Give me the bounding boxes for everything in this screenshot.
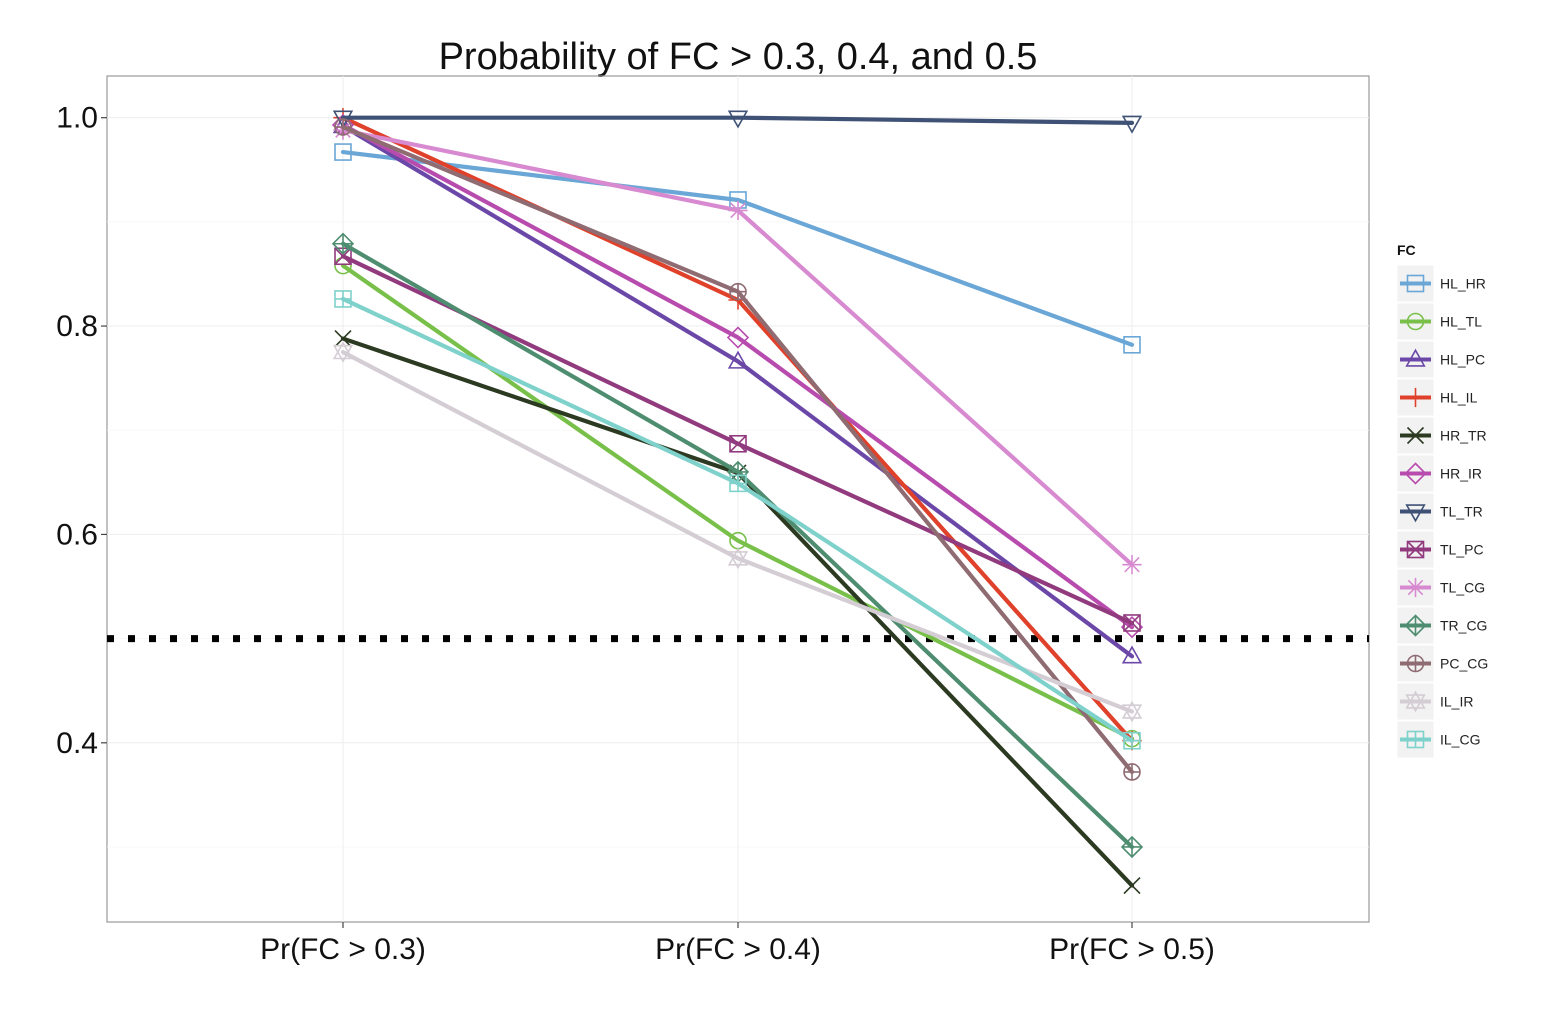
data-point-tl-cg bbox=[1122, 555, 1142, 575]
series-tr-cg bbox=[331, 232, 1144, 859]
legend-label: TL_CG bbox=[1440, 580, 1485, 596]
legend-item-hl-tl[interactable]: HL_TL bbox=[1396, 302, 1482, 341]
legend-item-hr-tr[interactable]: HR_TR bbox=[1396, 416, 1487, 455]
data-point-il-ir bbox=[1121, 700, 1143, 723]
series-il-cg bbox=[334, 290, 1141, 750]
data-point-hl-hr bbox=[1123, 336, 1141, 354]
y-tick-label: 1.0 bbox=[56, 102, 98, 135]
series-line-hl-hr bbox=[340, 149, 1135, 347]
legend-item-hl-pc[interactable]: HL_PC bbox=[1396, 340, 1485, 379]
legend-title: FC bbox=[1397, 242, 1416, 258]
legend-item-hl-il[interactable]: HL_IL bbox=[1396, 378, 1478, 417]
series-lines bbox=[331, 108, 1144, 895]
legend-key-marker bbox=[1405, 348, 1426, 367]
data-point-tr-cg bbox=[1120, 835, 1144, 859]
legend-key-marker bbox=[1406, 274, 1425, 293]
legend-label: HL_PC bbox=[1440, 352, 1485, 368]
legend-label: HL_IL bbox=[1440, 390, 1478, 406]
data-point-hr-ir bbox=[726, 326, 750, 349]
y-tick-label: 0.8 bbox=[56, 310, 98, 343]
legend-item-il-cg[interactable]: IL_CG bbox=[1396, 720, 1480, 759]
legend-key-marker bbox=[1406, 312, 1425, 331]
data-point-il-cg bbox=[1123, 731, 1141, 750]
data-point-pc-cg bbox=[729, 282, 747, 301]
legend-key-marker bbox=[1404, 614, 1427, 637]
legend[interactable]: FC HL_HR HL_TL HL_PC HL_IL HR_TR HR_IR TL_TR TL… bbox=[1396, 242, 1488, 759]
legend-key-marker bbox=[1406, 540, 1425, 559]
chart-title: Probability of FC > 0.3, 0.4, and 0.5 bbox=[439, 36, 1038, 78]
data-point-il-cg bbox=[729, 474, 747, 493]
legend-item-tl-tr[interactable]: TL_TR bbox=[1396, 492, 1483, 531]
legend-key-marker bbox=[1405, 504, 1426, 523]
series-tl-tr bbox=[332, 110, 1143, 134]
legend-item-tr-cg[interactable]: TR_CG bbox=[1396, 606, 1487, 645]
legend-label: IL_IR bbox=[1440, 694, 1473, 710]
legend-label: TL_TR bbox=[1440, 504, 1483, 520]
series-tl-cg bbox=[333, 120, 1142, 575]
data-point-tl-tr bbox=[727, 110, 749, 129]
data-point-tl-cg bbox=[728, 200, 748, 221]
legend-item-tl-pc[interactable]: TL_PC bbox=[1396, 530, 1484, 569]
data-point-hr-tr bbox=[334, 329, 352, 348]
x-tick-label: Pr(FC > 0.3) bbox=[260, 933, 426, 966]
series-il-ir bbox=[332, 341, 1143, 723]
legend-label: HL_TL bbox=[1440, 314, 1482, 330]
legend-label: TL_PC bbox=[1440, 542, 1484, 558]
legend-label: PC_CG bbox=[1440, 656, 1488, 672]
data-point-il-ir bbox=[332, 341, 354, 363]
legend-key-marker bbox=[1405, 690, 1426, 713]
legend-label: HR_TR bbox=[1440, 428, 1487, 444]
gridlines bbox=[107, 76, 1369, 922]
legend-key-marker bbox=[1406, 730, 1425, 749]
legend-item-tl-cg[interactable]: TL_CG bbox=[1396, 568, 1485, 607]
data-point-hl-pc bbox=[1121, 645, 1143, 664]
data-point-il-ir bbox=[727, 547, 749, 570]
legend-label: HL_HR bbox=[1440, 276, 1486, 292]
x-tick-label: Pr(FC > 0.5) bbox=[1049, 933, 1215, 966]
series-line-hl-tl bbox=[340, 263, 1135, 741]
legend-label: HR_IR bbox=[1440, 466, 1482, 482]
x-axis: Pr(FC > 0.3) Pr(FC > 0.4) Pr(FC > 0.5) bbox=[260, 922, 1215, 966]
data-point-tl-pc bbox=[1123, 614, 1141, 632]
series-line-tl-tr bbox=[340, 115, 1135, 125]
legend-key-marker bbox=[1406, 654, 1425, 673]
data-point-hl-hr bbox=[334, 143, 352, 161]
series-hl-hr bbox=[334, 143, 1141, 354]
data-point-hl-pc bbox=[727, 350, 749, 369]
y-tick-label: 0.4 bbox=[56, 727, 98, 760]
data-point-tl-pc bbox=[729, 434, 747, 453]
legend-item-hr-ir[interactable]: HR_IR bbox=[1396, 454, 1482, 493]
legend-key-marker bbox=[1406, 426, 1425, 445]
series-hl-pc bbox=[332, 115, 1143, 664]
data-point-il-cg bbox=[334, 290, 352, 308]
legend-item-il-ir[interactable]: IL_IR bbox=[1396, 682, 1473, 721]
legend-key-marker bbox=[1405, 387, 1426, 408]
data-point-tr-cg bbox=[331, 232, 355, 255]
series-line-hr-ir bbox=[340, 122, 1135, 630]
legend-item-hl-hr[interactable]: HL_HR bbox=[1396, 264, 1486, 303]
legend-label: TR_CG bbox=[1440, 618, 1487, 634]
data-point-tl-tr bbox=[1121, 115, 1143, 134]
series-pc-cg bbox=[334, 118, 1141, 781]
legend-key-marker bbox=[1405, 577, 1426, 598]
data-point-pc-cg bbox=[334, 118, 352, 136]
y-tick-label: 0.6 bbox=[56, 518, 98, 551]
series-line-il-ir bbox=[340, 349, 1135, 714]
data-point-pc-cg bbox=[1123, 763, 1141, 781]
data-point-hr-tr bbox=[1123, 876, 1141, 895]
data-point-hr-ir bbox=[1120, 616, 1144, 639]
legend-item-pc-cg[interactable]: PC_CG bbox=[1396, 644, 1488, 683]
series-line-hl-pc bbox=[340, 123, 1135, 659]
x-tick-label: Pr(FC > 0.4) bbox=[655, 933, 821, 966]
data-point-tl-tr bbox=[332, 110, 354, 129]
y-axis: 0.4 0.6 0.8 1.0 bbox=[56, 102, 107, 760]
legend-label: IL_CG bbox=[1440, 732, 1480, 748]
legend-key-marker bbox=[1404, 462, 1427, 485]
